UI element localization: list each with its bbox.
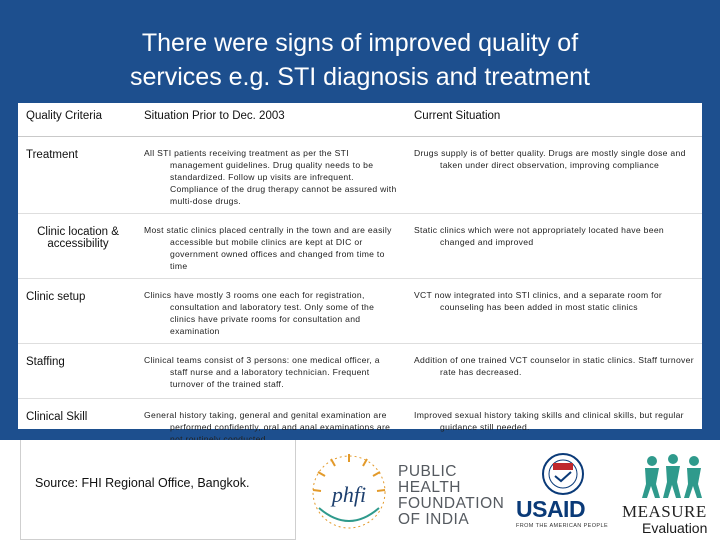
title-line-1: There were signs of improved quality of xyxy=(141,29,579,57)
phfi-name-line: HEALTH xyxy=(398,479,462,496)
criteria-cell: Treatment xyxy=(26,149,78,161)
criteria-cell: Clinic setup xyxy=(26,291,86,303)
column-header-criteria: Quality Criteria xyxy=(18,103,136,137)
current-cell: Drugs supply is of better quality. Drugs… xyxy=(414,148,686,170)
table-header-row: Quality Criteria Situation Prior to Dec.… xyxy=(18,103,702,137)
footer: Source: FHI Regional Office, Bangkok. ph… xyxy=(0,440,720,540)
current-cell: Static clinics which were not appropriat… xyxy=(414,225,664,247)
phfi-name: PUBLIC HEALTH FOUNDATION OF INDIA xyxy=(398,464,504,528)
source-box: Source: FHI Regional Office, Bangkok. xyxy=(20,440,296,540)
criteria-cell: Clinic location & accessibility xyxy=(37,226,119,250)
prior-cell: Clinics have mostly 3 rooms one each for… xyxy=(144,290,375,336)
current-cell: Improved sexual history taking skills an… xyxy=(414,410,684,432)
usaid-seal-icon xyxy=(542,453,584,495)
source-note: Source: FHI Regional Office, Bangkok. xyxy=(35,476,250,490)
criteria-cell: Clinical Skill xyxy=(26,411,88,423)
slide-title: There were signs of improved quality of … xyxy=(20,26,700,94)
prior-cell: All STI patients receiving treatment as … xyxy=(144,148,397,206)
usaid-tagline: FROM THE AMERICAN PEOPLE xyxy=(516,523,609,529)
phfi-badge-text: phfi xyxy=(330,482,366,507)
prior-cell: General history taking, general and geni… xyxy=(144,410,391,444)
column-header-prior: Situation Prior to Dec. 2003 xyxy=(136,103,406,137)
measure-subtitle: Evaluation xyxy=(642,520,708,536)
table-row: Clinic location & accessibility Most sta… xyxy=(18,214,702,279)
table-row: Clinical Skill General history taking, g… xyxy=(18,399,702,454)
usaid-wordmark: USAID xyxy=(516,496,586,522)
column-header-current: Current Situation xyxy=(406,103,702,137)
title-line-2: services e.g. STI diagnosis and treatmen… xyxy=(130,63,590,91)
measure-wordmark: MEASURE xyxy=(622,502,707,521)
current-cell: VCT now integrated into STI clinics, and… xyxy=(414,290,663,312)
phfi-name-line: FOUNDATION xyxy=(398,495,505,512)
table-row: Staffing Clinical teams consist of 3 per… xyxy=(18,344,702,399)
criteria-cell: Staffing xyxy=(26,356,65,368)
prior-cell: Most static clinics placed centrally in … xyxy=(144,225,392,271)
comparison-table-container: Quality Criteria Situation Prior to Dec.… xyxy=(18,103,702,444)
phfi-name-line: OF INDIA xyxy=(398,511,470,528)
table-row: Clinic setup Clinics have mostly 3 rooms… xyxy=(18,279,702,344)
comparison-table: Quality Criteria Situation Prior to Dec.… xyxy=(18,103,702,454)
phfi-logo-icon: phfi xyxy=(312,454,386,529)
prior-cell: Clinical teams consist of 3 persons: one… xyxy=(144,355,380,389)
table-row: Treatment All STI patients receiving tre… xyxy=(18,137,702,214)
measure-people-icon xyxy=(642,454,702,498)
phfi-name-line: PUBLIC xyxy=(398,463,457,480)
current-cell: Addition of one trained VCT counselor in… xyxy=(414,355,694,377)
